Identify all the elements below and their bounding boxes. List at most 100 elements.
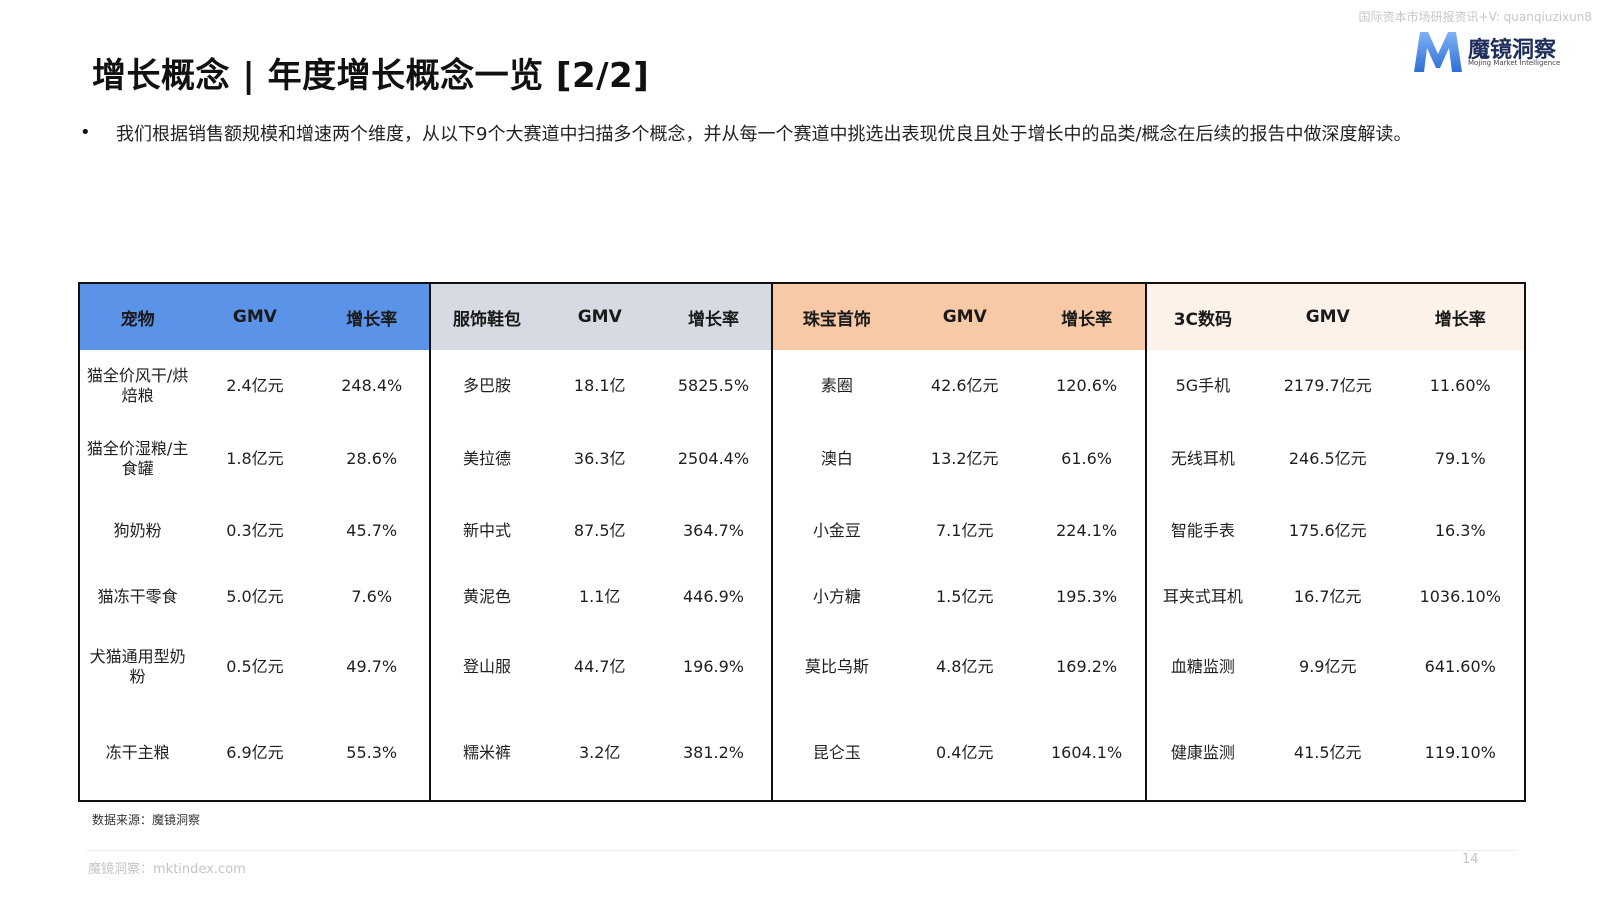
table-cell: 246.5亿元 bbox=[1288, 448, 1367, 468]
table-cell: 44.7亿 bbox=[573, 656, 626, 676]
header-jewelry: 珠宝首饰 bbox=[771, 284, 902, 350]
table-row: 犬猫通用型奶粉 0.5亿元 49.7% 登山服 44.7亿 196.9% 莫比乌… bbox=[80, 628, 1524, 706]
header-apparel-growth: 增长率 bbox=[656, 284, 773, 350]
table-cell: 119.10% bbox=[1424, 742, 1496, 762]
footer-divider bbox=[86, 850, 1516, 851]
table-cell: 3.2亿 bbox=[578, 742, 621, 762]
growth-concept-table: 宠物 GMV 增长率 服饰鞋包 GMV 增长率 珠宝首饰 GMV 增长率 3C数… bbox=[78, 282, 1526, 802]
table-row: 狗奶粉 0.3亿元 45.7% 新中式 87.5亿 364.7% 小金豆 7.1… bbox=[80, 495, 1524, 566]
table-cell: 7.6% bbox=[314, 565, 431, 629]
table-cell: 澳白 bbox=[820, 448, 853, 468]
header-3c-growth: 增长率 bbox=[1396, 284, 1524, 350]
table-cell: 175.6亿元 bbox=[1288, 520, 1367, 540]
table-cell: 6.9亿元 bbox=[226, 742, 284, 762]
table-cell: 45.7% bbox=[314, 495, 431, 566]
table-row: 冻干主粮 6.9亿元 55.3% 糯米裤 3.2亿 381.2% 昆仑玉 0.4… bbox=[80, 705, 1524, 800]
table-cell: 美拉德 bbox=[462, 448, 511, 468]
table-cell: 36.3亿 bbox=[573, 448, 626, 468]
table-cell: 健康监测 bbox=[1170, 742, 1235, 762]
table-cell: 61.6% bbox=[1028, 422, 1147, 496]
table-cell: 0.3亿元 bbox=[226, 520, 284, 540]
table-cell: 多巴胺 bbox=[462, 376, 511, 396]
table-cell: 小方糖 bbox=[812, 587, 861, 607]
table-cell: 黄泥色 bbox=[462, 587, 511, 607]
table-cell: 120.6% bbox=[1028, 350, 1147, 423]
table-cell: 5825.5% bbox=[656, 350, 773, 423]
table-cell: 55.3% bbox=[314, 705, 431, 800]
table-cell: 4.8亿元 bbox=[936, 656, 994, 676]
table-cell: 5G手机 bbox=[1175, 376, 1231, 396]
table-cell: 无线耳机 bbox=[1170, 448, 1235, 468]
table-cell: 莫比乌斯 bbox=[804, 656, 869, 676]
table-cell: 糯米裤 bbox=[462, 742, 511, 762]
table-cell: 169.2% bbox=[1028, 628, 1147, 706]
table-cell: 冻干主粮 bbox=[105, 742, 170, 762]
header-pet: 宠物 bbox=[80, 284, 196, 350]
table-cell: 猫冻干零食 bbox=[97, 587, 178, 607]
table-header-row: 宠物 GMV 增长率 服饰鞋包 GMV 增长率 珠宝首饰 GMV 增长率 3C数… bbox=[80, 284, 1524, 350]
table-cell: 248.4% bbox=[314, 350, 431, 423]
table-row: 猫全价风干/烘焙粮 2.4亿元 248.4% 多巴胺 18.1亿 5825.5%… bbox=[80, 350, 1524, 423]
table-cell: 5.0亿元 bbox=[226, 587, 284, 607]
table-cell: 16.3% bbox=[1434, 520, 1486, 540]
table-cell: 犬猫通用型奶粉 bbox=[89, 646, 186, 686]
table-cell: 79.1% bbox=[1434, 448, 1486, 468]
table-cell: 381.2% bbox=[656, 705, 773, 800]
table-cell: 1.8亿元 bbox=[226, 448, 284, 468]
table-row: 猫全价湿粮/主食罐 1.8亿元 28.6% 美拉德 36.3亿 2504.4% … bbox=[80, 422, 1524, 496]
table-cell: 狗奶粉 bbox=[113, 520, 162, 540]
table-cell: 小金豆 bbox=[812, 520, 861, 540]
table-cell: 28.6% bbox=[314, 422, 431, 496]
header-pet-growth: 增长率 bbox=[314, 284, 431, 350]
logo-subtitle: Mojing Market Intelligence bbox=[1468, 59, 1561, 67]
table-cell: 196.9% bbox=[656, 628, 773, 706]
logo-brand-name: 魔镜洞察 bbox=[1468, 38, 1557, 63]
table-cell: 87.5亿 bbox=[573, 520, 626, 540]
data-source-note: 数据来源：魔镜洞察 bbox=[92, 813, 201, 827]
table-cell: 耳夹式耳机 bbox=[1162, 587, 1243, 607]
table-cell: 2504.4% bbox=[656, 422, 773, 496]
page-title: 增长概念 | 年度增长概念一览 [2/2] bbox=[92, 56, 650, 96]
header-3c-gmv: GMV bbox=[1258, 284, 1397, 350]
table-cell: 血糖监测 bbox=[1170, 656, 1235, 676]
table-cell: 1036.10% bbox=[1419, 587, 1501, 607]
watermark-text: 国际资本市场研报资讯+V: quanqiuzixun8 bbox=[1358, 10, 1592, 24]
table-cell: 1604.1% bbox=[1028, 705, 1147, 800]
table-cell: 1.5亿元 bbox=[936, 587, 994, 607]
table-cell: 登山服 bbox=[462, 656, 511, 676]
table-cell: 18.1亿 bbox=[573, 376, 626, 396]
table-cell: 11.60% bbox=[1429, 376, 1491, 396]
table-cell: 素圈 bbox=[820, 376, 853, 396]
table-cell: 13.2亿元 bbox=[930, 448, 999, 468]
table-cell: 1.1亿 bbox=[578, 587, 621, 607]
header-jewelry-growth: 增长率 bbox=[1028, 284, 1147, 350]
table-cell: 42.6亿元 bbox=[930, 376, 999, 396]
header-jewelry-gmv: GMV bbox=[901, 284, 1029, 350]
brand-logo: 魔镜洞察 Mojing Market Intelligence bbox=[1410, 28, 1570, 74]
table-row: 猫冻干零食 5.0亿元 7.6% 黄泥色 1.1亿 446.9% 小方糖 1.5… bbox=[80, 565, 1524, 629]
table-cell: 2.4亿元 bbox=[226, 376, 284, 396]
table-cell: 2179.7亿元 bbox=[1283, 376, 1372, 396]
table-cell: 224.1% bbox=[1028, 495, 1147, 566]
table-cell: 7.1亿元 bbox=[936, 520, 994, 540]
table-cell: 新中式 bbox=[462, 520, 511, 540]
intro-bullet-text: 我们根据销售额规模和增速两个维度，从以下9个大赛道中扫描多个概念，并从每一个赛道… bbox=[116, 124, 1412, 145]
table-cell: 364.7% bbox=[656, 495, 773, 566]
table-cell: 446.9% bbox=[656, 565, 773, 629]
footer-website: 魔镜洞察：mktindex.com bbox=[88, 862, 246, 877]
table-cell: 49.7% bbox=[314, 628, 431, 706]
table-cell: 641.60% bbox=[1424, 656, 1496, 676]
bullet-dot-icon: • bbox=[80, 122, 91, 143]
table-cell: 猫全价湿粮/主食罐 bbox=[86, 438, 189, 478]
header-pet-gmv: GMV bbox=[195, 284, 315, 350]
table-cell: 昆仑玉 bbox=[812, 742, 861, 762]
header-3c: 3C数码 bbox=[1145, 284, 1259, 350]
table-cell: 0.5亿元 bbox=[226, 656, 284, 676]
table-cell: 195.3% bbox=[1028, 565, 1147, 629]
header-apparel-gmv: GMV bbox=[543, 284, 657, 350]
table-cell: 猫全价风干/烘焙粮 bbox=[86, 366, 189, 406]
header-apparel: 服饰鞋包 bbox=[429, 284, 544, 350]
table-cell: 0.4亿元 bbox=[936, 742, 994, 762]
table-cell: 智能手表 bbox=[1170, 520, 1235, 540]
table-cell: 41.5亿元 bbox=[1293, 742, 1362, 762]
